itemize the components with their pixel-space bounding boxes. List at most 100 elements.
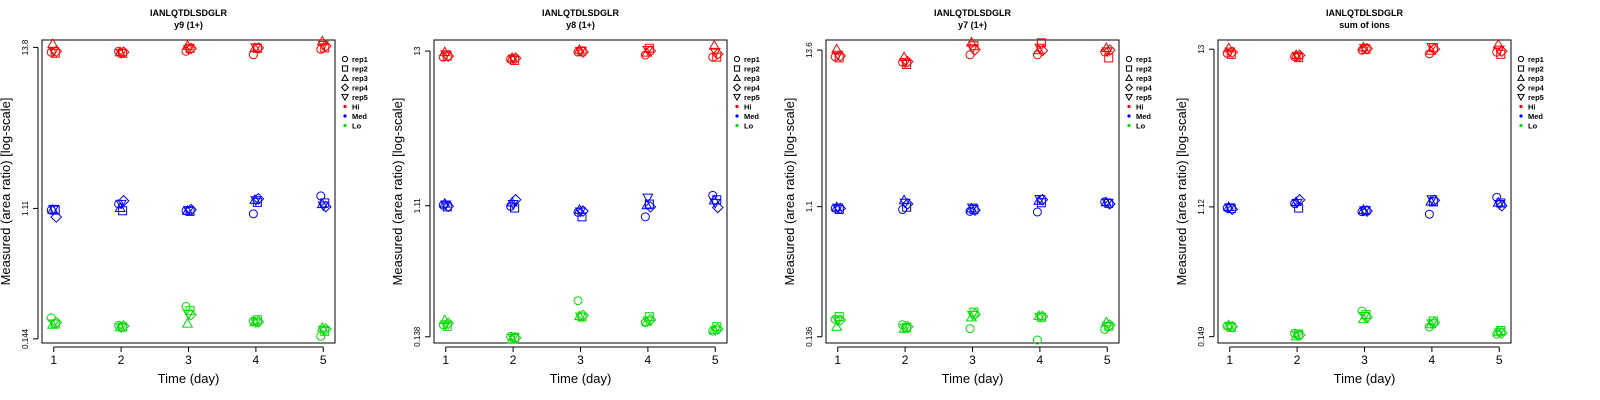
legend-marker-med — [343, 114, 347, 118]
point-med-rep1 — [248, 209, 258, 219]
chart-panel-1: IANLQTDLSDGLR y9 (1+) 1 2 3 4 5 Time (day) 0.144… — [0, 8, 369, 386]
legend-marker-med — [735, 114, 739, 118]
legend-label: rep2 — [352, 65, 368, 74]
point-med-rep5 — [1101, 198, 1113, 209]
point-hi-rep5 — [250, 43, 262, 54]
legend-label: Hi — [1136, 103, 1144, 112]
point-hi-rep4 — [1036, 44, 1049, 57]
point-lo-rep3 — [573, 310, 586, 321]
point-med-rep4 — [1495, 199, 1508, 212]
legend-label: rep5 — [744, 93, 760, 102]
point-med-rep5 — [182, 206, 195, 216]
point-lo-rep3 — [898, 322, 910, 333]
point-med-rep5 — [507, 199, 519, 210]
point-hi-rep5 — [832, 50, 844, 61]
point-lo-rep4 — [509, 331, 522, 344]
point-hi-rep5 — [317, 41, 329, 51]
point-lo-rep4 — [711, 323, 724, 335]
point-hi-rep3 — [1492, 38, 1504, 49]
point-med-rep5 — [709, 198, 721, 209]
point-med-rep4 — [1036, 193, 1049, 206]
point-lo-rep3 — [831, 320, 843, 331]
x-tick-label: 3 — [1361, 353, 1368, 367]
point-hi-rep4 — [442, 50, 455, 62]
point-hi-rep5 — [182, 45, 195, 56]
point-hi-rep5 — [1493, 45, 1505, 56]
point-hi-rep3 — [831, 43, 843, 54]
point-lo-rep5 — [709, 326, 721, 337]
point-lo-rep5 — [966, 310, 979, 321]
legend-marker-hi — [1127, 104, 1131, 109]
point-med-rep4 — [319, 200, 332, 213]
x-tick-label: 5 — [1496, 353, 1503, 367]
chart-title: IANLQTDLSDGLR — [150, 8, 227, 18]
y-axis-label: Measured (area ratio) [log-scale] — [0, 98, 13, 286]
legend-marker-rep3 — [733, 73, 741, 81]
point-lo-rep1 — [1032, 335, 1042, 345]
point-med-rep1 — [1424, 209, 1434, 219]
point-hi-rep4 — [834, 49, 847, 62]
point-lo-rep5 — [1426, 319, 1438, 330]
point-med-rep4 — [117, 194, 130, 207]
x-tick-label: 2 — [510, 353, 517, 367]
legend-label: rep3 — [1136, 74, 1152, 83]
point-lo-rep5 — [1291, 331, 1303, 342]
legend-marker-rep3 — [1125, 73, 1133, 81]
plot-frame — [433, 39, 728, 344]
point-med-rep5 — [317, 201, 329, 212]
point-med-rep5 — [832, 203, 844, 214]
legend-marker-hi — [1519, 104, 1523, 109]
legend-label: Lo — [352, 122, 362, 131]
point-lo-rep4 — [969, 308, 981, 321]
legend-marker-rep2 — [341, 65, 349, 72]
point-hi-rep5 — [115, 49, 127, 60]
point-hi-rep2 — [712, 52, 722, 62]
y-tick-label: 1.1 — [805, 201, 814, 213]
point-lo-rep5 — [1224, 322, 1236, 333]
x-tick-label: 2 — [118, 353, 125, 367]
legend-marker-rep3 — [1517, 73, 1525, 81]
point-lo-rep5 — [574, 312, 587, 323]
point-lo-rep3 — [1425, 318, 1437, 329]
point-lo-rep4 — [1293, 329, 1306, 341]
point-med-rep5 — [1426, 195, 1438, 206]
y-tick-label: 0.144 — [21, 328, 30, 349]
x-tick-label: 3 — [577, 353, 584, 367]
point-lo-rep3 — [641, 315, 653, 326]
data-points — [438, 39, 724, 344]
point-hi-rep3 — [1100, 42, 1112, 52]
point-lo-rep4 — [252, 315, 265, 328]
point-med-rep4 — [1428, 194, 1441, 207]
point-hi-rep4 — [969, 43, 981, 56]
legend-label: Lo — [1136, 122, 1146, 131]
point-med-rep3 — [181, 204, 194, 215]
point-med-rep3 — [47, 203, 59, 214]
legend-marker-rep5 — [733, 94, 741, 102]
point-lo-rep5 — [899, 323, 911, 334]
chart-title: IANLQTDLSDGLR — [542, 8, 619, 18]
plot-frame — [825, 39, 1120, 344]
point-lo-rep5 — [440, 320, 452, 331]
point-hi-rep2 — [1104, 53, 1114, 63]
legend-marker-med — [1519, 114, 1523, 118]
point-hi-rep4 — [711, 48, 724, 60]
legend-label: rep2 — [1528, 65, 1544, 74]
point-lo-rep4 — [1226, 320, 1239, 333]
legend-label: Lo — [1528, 122, 1538, 131]
y-tick-label: 0.149 — [1197, 326, 1206, 347]
legend-marker-rep4 — [340, 83, 350, 92]
point-hi-rep4 — [509, 52, 522, 65]
legend-label: Hi — [352, 103, 360, 112]
point-hi-rep4 — [644, 45, 657, 57]
point-med-rep4 — [901, 197, 914, 210]
point-hi-rep4 — [1361, 42, 1373, 55]
point-med-rep4 — [442, 200, 455, 213]
point-hi-rep4 — [185, 42, 197, 55]
legend-marker-rep5 — [1517, 94, 1525, 102]
point-med-rep5 — [250, 196, 262, 207]
legend-label: rep1 — [1136, 55, 1152, 64]
point-med-rep5 — [1358, 206, 1371, 217]
point-lo-rep3 — [506, 333, 518, 344]
legend-label: rep2 — [1136, 65, 1152, 74]
